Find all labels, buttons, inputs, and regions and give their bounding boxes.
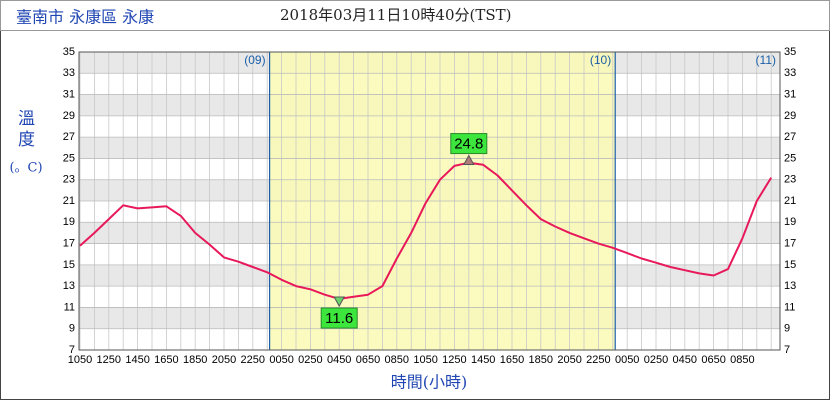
x-tick-label: 1850 (183, 354, 207, 366)
title-bar (0, 0, 830, 31)
plot-border (78, 51, 781, 351)
chart-subtitle: 2018年03月11日10時40分(TST) (280, 6, 512, 24)
x-tick-label: 1050 (413, 354, 437, 366)
x-tick-label: 0050 (269, 354, 293, 366)
y2-tick-label: 31 (784, 88, 796, 100)
y2-tick-label: 35 (784, 46, 796, 58)
day-label: (09) (244, 53, 265, 67)
min-label-box (320, 307, 358, 329)
x-tick-label: 2050 (212, 354, 236, 366)
x-tick-label: 0250 (644, 354, 668, 366)
day-label: (11) (756, 53, 776, 67)
y-tick-label: 13 (63, 280, 75, 292)
y2-tick-label: 7 (784, 344, 790, 356)
min-marker (333, 296, 346, 308)
chart-title: 臺南市 永康區 永康 (16, 8, 154, 27)
y2-tick-label: 33 (784, 67, 796, 79)
y-tick-label: 31 (63, 88, 75, 100)
max-label-box (450, 133, 488, 155)
y2-tick-label: 29 (784, 110, 796, 122)
y-tick-label: 11 (64, 301, 75, 313)
y-tick-label: 33 (63, 67, 75, 79)
y2-tick-label: 27 (784, 131, 796, 143)
x-tick-label: 1050 (68, 354, 92, 366)
y-tick-label: 15 (63, 259, 75, 271)
y-axis-label: 溫度 (14, 109, 35, 151)
x-tick-label: 0250 (298, 354, 322, 366)
y2-tick-label: 11 (784, 301, 795, 313)
min-label: 11.6 (325, 310, 353, 327)
y2-tick-label: 21 (784, 195, 796, 207)
x-axis-label: 時間(小時) (391, 373, 468, 392)
y-tick-label: 17 (63, 237, 75, 249)
y-tick-label: 35 (63, 46, 75, 58)
y-tick-label: 9 (69, 323, 75, 335)
y-tick-label: 7 (69, 344, 75, 356)
y-tick-label: 21 (63, 195, 75, 207)
y-tick-label: 19 (63, 216, 75, 228)
x-tick-label: 2250 (241, 354, 265, 366)
y2-tick-label: 23 (784, 174, 796, 186)
x-tick-label: 0450 (327, 354, 351, 366)
x-tick-label: 1450 (471, 354, 495, 366)
y2-tick-label: 25 (784, 152, 796, 164)
y2-tick-label: 9 (784, 323, 790, 335)
x-tick-label: 0650 (701, 354, 725, 366)
y2-tick-label: 13 (784, 280, 796, 292)
y-tick-label: 29 (63, 110, 75, 122)
x-tick-label: 0050 (615, 354, 639, 366)
y-tick-label: 23 (63, 174, 75, 186)
plot-area: 7 7 9 9 11 11 13 13 15 15 17 17 19 19 21 21 23 23 25 25 27 27… (63, 46, 797, 366)
max-marker (462, 154, 475, 166)
temperature-line (79, 161, 773, 300)
x-tick-label: 1650 (154, 354, 178, 366)
x-tick-label: 1650 (500, 354, 524, 366)
x-tick-label: 0850 (385, 354, 409, 366)
y2-tick-label: 19 (784, 216, 796, 228)
y-tick-label: 25 (63, 152, 75, 164)
y-axis-unit: (。C) (9, 161, 42, 176)
day-label: (10) (590, 53, 611, 67)
x-tick-label: 1250 (442, 354, 466, 366)
y2-tick-label: 15 (784, 259, 796, 271)
x-tick-label: 2250 (586, 354, 610, 366)
x-tick-label: 0450 (673, 354, 697, 366)
max-label: 24.8 (454, 136, 483, 153)
x-tick-label: 2050 (557, 354, 581, 366)
y2-tick-label: 17 (784, 237, 796, 249)
x-tick-label: 1850 (529, 354, 553, 366)
x-tick-label: 0850 (730, 354, 754, 366)
x-tick-label: 0650 (356, 354, 380, 366)
y-tick-label: 27 (63, 131, 75, 143)
x-tick-label: 1450 (125, 354, 149, 366)
x-tick-label: 1250 (97, 354, 121, 366)
